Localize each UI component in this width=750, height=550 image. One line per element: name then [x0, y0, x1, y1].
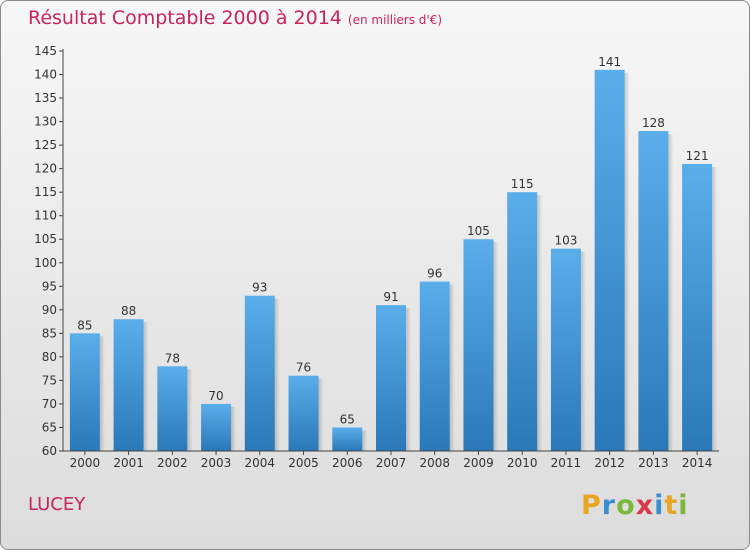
brand-logo: Proxiti: [581, 490, 689, 521]
bar-value-label: 76: [296, 361, 311, 375]
commune-name: LUCEY: [28, 494, 86, 515]
bar-2004: [244, 295, 275, 451]
brand-logo-letter: x: [635, 490, 655, 521]
x-tick-label: 2012: [594, 456, 625, 470]
x-tick-label: 2003: [201, 456, 232, 470]
x-tick-label: 2010: [507, 456, 538, 470]
x-tick-label: 2006: [332, 456, 363, 470]
brand-logo-letter: o: [616, 490, 636, 521]
x-tick-label: 2008: [419, 456, 450, 470]
bar-value-label: 121: [686, 149, 709, 163]
y-tick-label: 75: [42, 373, 57, 387]
y-tick-label: 105: [34, 232, 57, 246]
bar-shadow: [580, 251, 586, 451]
bar-shadow: [143, 322, 149, 451]
bar-2014: [682, 163, 713, 452]
bar-value-label: 141: [598, 55, 621, 69]
bar-shadow: [668, 134, 674, 451]
bar-2009: [463, 239, 494, 451]
x-tick-label: 2002: [157, 456, 188, 470]
y-tick-label: 135: [34, 91, 57, 105]
bar-value-label: 96: [427, 267, 442, 281]
brand-logo-letter: i: [654, 490, 665, 521]
bar-2001: [113, 319, 144, 451]
chart-title-main: Résultat Comptable 2000 à 2014: [28, 7, 342, 29]
bar-value-label: 93: [252, 281, 267, 295]
y-tick-label: 60: [42, 444, 57, 458]
x-tick-label: 2007: [376, 456, 407, 470]
bar-shadow: [274, 298, 280, 451]
bar-shadow: [187, 369, 193, 451]
y-tick-label: 120: [34, 162, 57, 176]
y-tick-label: 90: [42, 303, 57, 317]
bar-shadow: [537, 195, 543, 451]
bar-shadow: [712, 166, 718, 452]
bar-shadow: [493, 242, 499, 451]
bar-2011: [550, 248, 581, 451]
bar-value-label: 128: [642, 116, 665, 130]
y-tick-label: 115: [34, 185, 57, 199]
bar-shadow: [231, 406, 237, 451]
y-tick-label: 125: [34, 138, 57, 152]
chart-title: Résultat Comptable 2000 à 2014 (en millie…: [28, 7, 442, 29]
bar-value-label: 70: [208, 389, 223, 403]
x-tick-label: 2004: [245, 456, 276, 470]
y-tick-label: 130: [34, 115, 57, 129]
y-tick-label: 95: [42, 279, 57, 293]
bar-shadow: [362, 430, 368, 451]
bar-2002: [157, 366, 188, 451]
bar-2008: [419, 281, 450, 451]
bar-value-label: 103: [554, 234, 577, 248]
bar-value-label: 85: [77, 318, 92, 332]
bar-2013: [638, 131, 669, 451]
y-tick-label: 140: [34, 68, 57, 82]
y-tick-label: 80: [42, 350, 57, 364]
bar-2006: [332, 427, 363, 451]
bar-2012: [594, 69, 625, 451]
bar-value-label: 91: [383, 290, 398, 304]
y-tick-label: 65: [42, 420, 57, 434]
y-tick-label: 145: [34, 44, 57, 58]
x-tick-label: 2009: [463, 456, 494, 470]
x-tick-label: 2005: [288, 456, 319, 470]
bar-value-label: 115: [511, 177, 534, 191]
y-tick-label: 70: [42, 397, 57, 411]
bar-shadow: [99, 336, 105, 451]
bar-shadow: [449, 284, 455, 451]
y-tick-label: 100: [34, 256, 57, 270]
x-tick-label: 2000: [70, 456, 101, 470]
bar-shadow: [406, 308, 411, 451]
brand-logo-letter: r: [601, 490, 617, 521]
bar-shadow: [624, 72, 630, 451]
x-tick-label: 2001: [113, 456, 144, 470]
brand-logo-letter: t: [664, 490, 679, 521]
x-tick-label: 2014: [682, 456, 713, 470]
chart-subtitle: (en milliers d'€): [347, 13, 443, 27]
bar-2007: [376, 305, 406, 451]
x-tick-label: 2011: [551, 456, 582, 470]
bar-value-label: 105: [467, 224, 490, 238]
bar-2000: [69, 333, 100, 451]
bar-2003: [201, 403, 232, 451]
bar-value-label: 78: [165, 351, 180, 365]
y-tick-label: 85: [42, 326, 57, 340]
brand-logo-letter: i: [678, 490, 689, 521]
x-tick-label: 2013: [638, 456, 669, 470]
y-tick-label: 110: [34, 209, 57, 223]
bar-shadow: [318, 378, 324, 451]
bar-value-label: 65: [340, 412, 355, 426]
brand-logo-letter: P: [581, 490, 602, 521]
bar-2005: [288, 375, 319, 451]
bar-2010: [507, 192, 538, 452]
bar-value-label: 88: [121, 304, 136, 318]
